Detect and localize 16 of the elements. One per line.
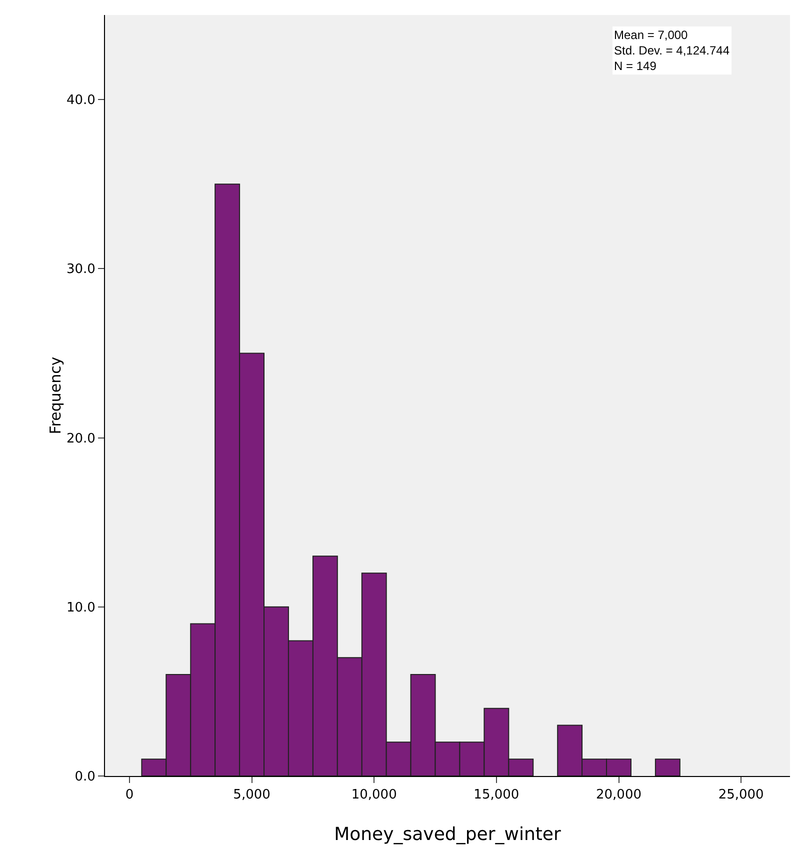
x-tick-label: 15,000 (474, 788, 520, 803)
x-tick-label: 25,000 (718, 788, 764, 803)
annotation: Mean = 7,000 (614, 28, 688, 42)
x-tick-label: 10,000 (351, 788, 397, 803)
y-axis-title: Frequency (46, 356, 64, 434)
x-tick-label: 5,000 (233, 788, 270, 803)
y-tick-label: 40.0 (66, 93, 96, 108)
y-tick-label: 10.0 (66, 600, 96, 616)
y-tick-label: 0.0 (74, 770, 96, 785)
y-tick-label: 30.0 (66, 262, 96, 278)
x-tick-label: 0 (125, 788, 134, 803)
annotation: N = 149 (614, 59, 657, 74)
y-tick-label: 20.0 (66, 431, 96, 446)
x-tick-label: 20,000 (596, 788, 642, 803)
x-axis-title: Money_saved_per_winter (334, 824, 562, 845)
annotation: Std. Dev. = 4,124.744 (614, 44, 730, 58)
